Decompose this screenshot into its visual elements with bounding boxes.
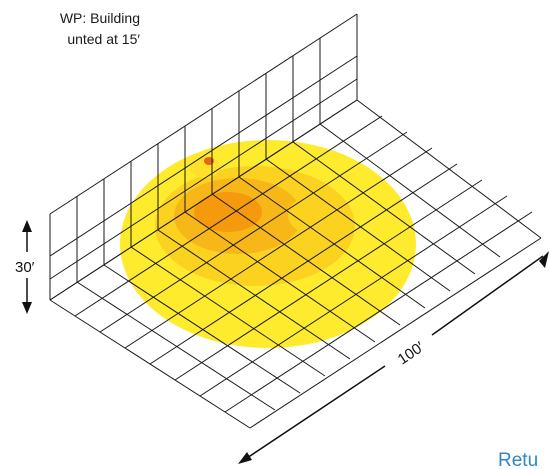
height-dimension-label: 30′ [15, 259, 35, 276]
length-dimension-label: 100′ [395, 339, 428, 369]
fixture-caption: WP: Building unted at 15′ [0, 8, 140, 50]
illuminance-zone-core [194, 192, 262, 232]
caption-line-1: WP: Building [59, 10, 140, 26]
length-dimension [238, 251, 549, 464]
wall-hotspot [190, 156, 220, 178]
illuminance-zone-right-lobe [288, 197, 332, 233]
caption-line-2: unted at 15′ [67, 31, 140, 47]
floor-grid [49, 99, 542, 429]
return-link[interactable]: Retu [498, 450, 539, 469]
height-dimension [22, 220, 32, 314]
illuminance-distribution [120, 140, 416, 348]
